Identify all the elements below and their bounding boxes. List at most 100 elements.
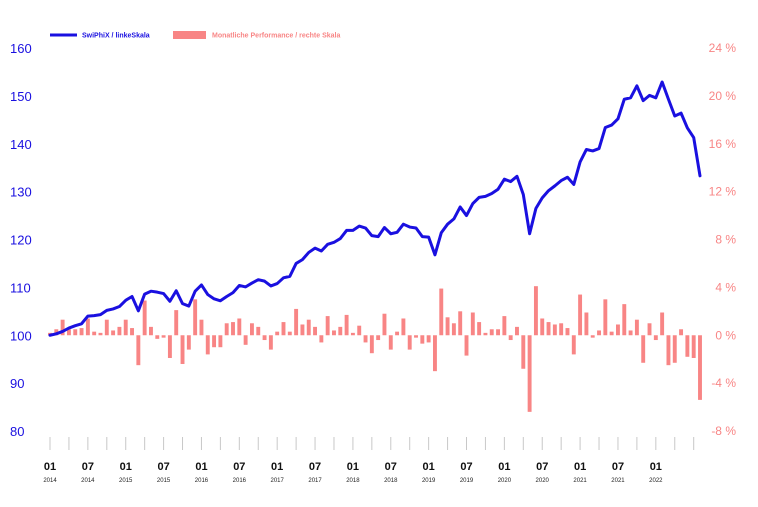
x-tick-month-label: 01	[650, 461, 662, 473]
performance-bar	[565, 328, 570, 336]
performance-bar	[155, 335, 160, 339]
x-tick-month-label: 01	[574, 461, 586, 473]
y-left-tick-label: 150	[10, 89, 32, 104]
x-tick-year-label: 2021	[573, 478, 587, 484]
performance-bar	[325, 316, 330, 336]
performance-bar	[117, 326, 122, 336]
x-tick-year-label: 2017	[308, 478, 322, 484]
performance-bar	[590, 335, 595, 338]
performance-bar	[174, 310, 179, 336]
performance-bar	[685, 335, 690, 357]
y-right-tick-label: 12 %	[709, 185, 737, 199]
performance-bar	[294, 308, 299, 336]
performance-bar	[344, 314, 349, 336]
x-tick-year-label: 2017	[271, 478, 285, 484]
x-tick-year-label: 2020	[498, 478, 512, 484]
performance-bar	[603, 299, 608, 336]
x-tick-year-label: 2018	[346, 478, 360, 484]
x-tick-year-label: 2022	[649, 478, 663, 484]
performance-bar	[218, 335, 223, 348]
performance-bar	[357, 325, 362, 336]
performance-bar	[477, 322, 482, 336]
performance-bar	[149, 326, 153, 336]
performance-bar	[111, 330, 116, 336]
performance-bar	[578, 294, 583, 336]
x-tick-month-label: 01	[271, 461, 283, 473]
performance-bar	[502, 316, 507, 336]
performance-bar	[180, 335, 185, 364]
performance-bar	[552, 324, 557, 336]
y-right-tick-label: 20 %	[709, 89, 737, 103]
x-tick-year-label: 2020	[536, 478, 550, 484]
swiphix-line	[48, 80, 702, 337]
performance-bar	[243, 335, 248, 345]
performance-bar	[376, 335, 381, 341]
performance-bar	[231, 322, 235, 336]
performance-bar	[540, 318, 545, 336]
performance-bar	[332, 330, 336, 336]
x-tick-month-label: 01	[423, 461, 435, 473]
performance-bar	[212, 335, 217, 348]
performance-bar	[508, 335, 513, 341]
performance-bar	[199, 319, 204, 336]
performance-bar	[142, 300, 147, 336]
x-tick-month-label: 07	[309, 461, 321, 473]
performance-bar	[445, 317, 450, 336]
x-tick-month-label: 07	[157, 461, 169, 473]
performance-bar	[256, 326, 261, 336]
performance-bar	[130, 328, 134, 336]
performance-bar	[521, 335, 526, 369]
y-left-tick-label: 140	[10, 137, 32, 152]
y-left-tick-label: 80	[10, 424, 24, 439]
performance-bar	[92, 331, 97, 336]
performance-bar	[161, 335, 166, 338]
performance-bar	[515, 326, 519, 336]
x-tick-year-label: 2015	[119, 478, 133, 484]
performance-bar	[559, 323, 564, 336]
performance-bar	[338, 326, 343, 336]
performance-bar	[237, 318, 242, 336]
legend-bar-swatch	[173, 31, 206, 39]
x-axis: 01 2014 07 2014 01 2015 07 2015 01 2016 07 2016 01 20…	[43, 437, 695, 484]
performance-bar	[60, 319, 65, 336]
performance-bar	[98, 332, 103, 336]
performance-bar	[275, 331, 280, 336]
y-left-tick-label: 110	[10, 280, 31, 295]
y-right-tick-label: 8 %	[715, 233, 736, 247]
y-left-tick-label: 130	[10, 185, 32, 200]
performance-bar	[439, 288, 444, 336]
x-tick-year-label: 2016	[195, 478, 209, 484]
performance-bar	[85, 318, 90, 336]
x-tick-year-label: 2019	[422, 478, 436, 484]
x-tick-year-label: 2015	[157, 478, 171, 484]
performance-bar	[527, 335, 532, 412]
performance-bar	[641, 335, 646, 363]
bar-series	[48, 286, 702, 412]
performance-bar	[679, 329, 684, 336]
performance-bar	[698, 335, 702, 400]
y-left-tick-label: 160	[10, 41, 32, 56]
performance-bar	[363, 335, 368, 343]
line-series	[48, 80, 702, 337]
x-tick-month-label: 07	[536, 461, 548, 473]
performance-bar	[186, 335, 191, 350]
x-tick-month-label: 01	[498, 461, 510, 473]
performance-bar	[571, 335, 576, 355]
performance-bar	[319, 335, 324, 343]
x-tick-month-label: 07	[233, 461, 245, 473]
x-tick-month-label: 07	[385, 461, 397, 473]
performance-bar	[628, 330, 633, 336]
performance-bar	[306, 319, 311, 336]
performance-bar	[414, 335, 418, 338]
x-tick-month-label: 01	[347, 461, 359, 473]
performance-bar	[496, 329, 501, 336]
performance-bar	[73, 329, 78, 336]
performance-bar	[300, 324, 305, 336]
performance-bar	[433, 335, 437, 372]
x-tick-month-label: 01	[195, 461, 207, 473]
performance-bar	[104, 319, 109, 336]
performance-bar	[691, 335, 696, 358]
y-left-tick-label: 90	[10, 376, 24, 391]
x-tick-year-label: 2021	[611, 478, 625, 484]
performance-bar	[287, 331, 292, 336]
